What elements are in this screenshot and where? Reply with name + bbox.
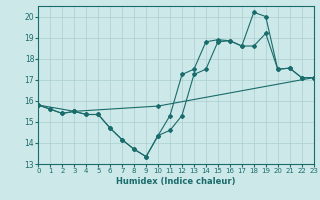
X-axis label: Humidex (Indice chaleur): Humidex (Indice chaleur) bbox=[116, 177, 236, 186]
